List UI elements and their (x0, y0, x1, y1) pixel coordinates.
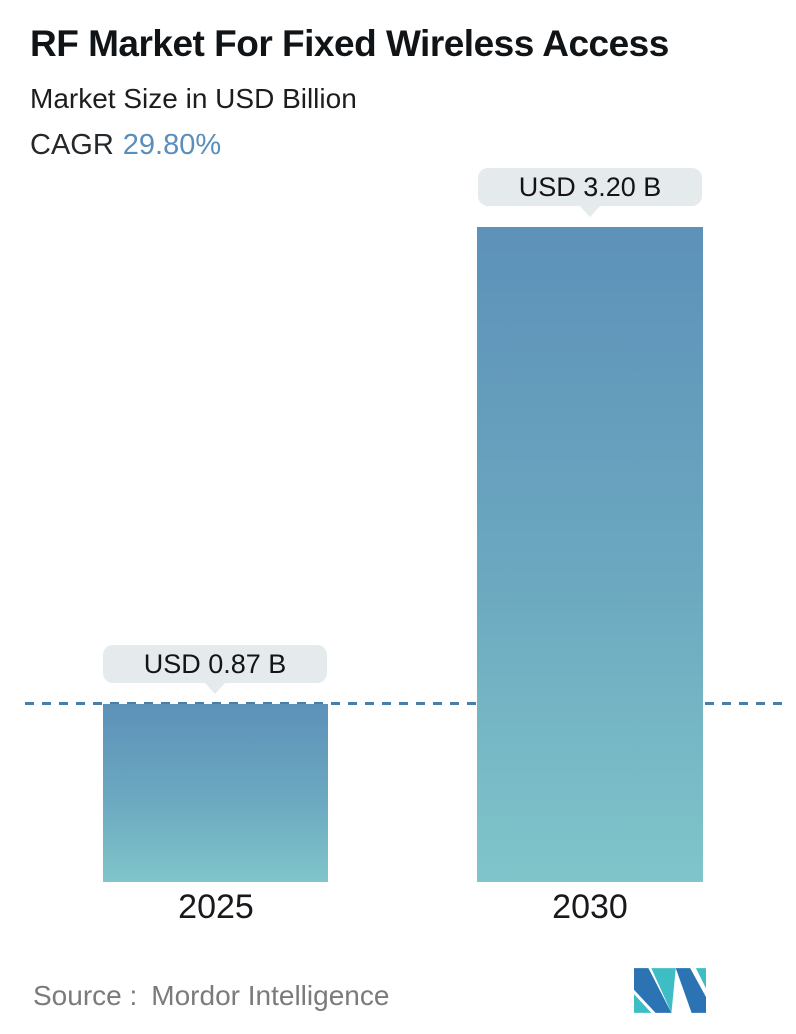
source-label: Source : (33, 980, 138, 1011)
bar-2025 (103, 704, 328, 882)
chart-subtitle: Market Size in USD Billion (30, 83, 357, 114)
chart-header: RF Market For Fixed Wireless Access Mark… (30, 22, 770, 162)
value-badge-2030: USD 3.20 B (478, 168, 702, 206)
source-value: Mordor Intelligence (151, 980, 390, 1011)
cagr-value: 29.80% (122, 129, 222, 161)
cagr-label: CAGR (30, 129, 114, 161)
cagr-line: CAGR 29.80% (30, 128, 770, 162)
axis-label-2030: 2030 (552, 888, 628, 926)
bar-2030 (477, 227, 703, 882)
reference-dashed-line (25, 702, 790, 705)
axis-label-2025: 2025 (178, 888, 254, 926)
value-badge-2025: USD 0.87 B (103, 645, 327, 683)
chart-title: RF Market For Fixed Wireless Access (30, 23, 669, 64)
mordor-intelligence-logo (634, 968, 706, 1013)
source-text: Source : Mordor Intelligence (33, 980, 389, 1012)
